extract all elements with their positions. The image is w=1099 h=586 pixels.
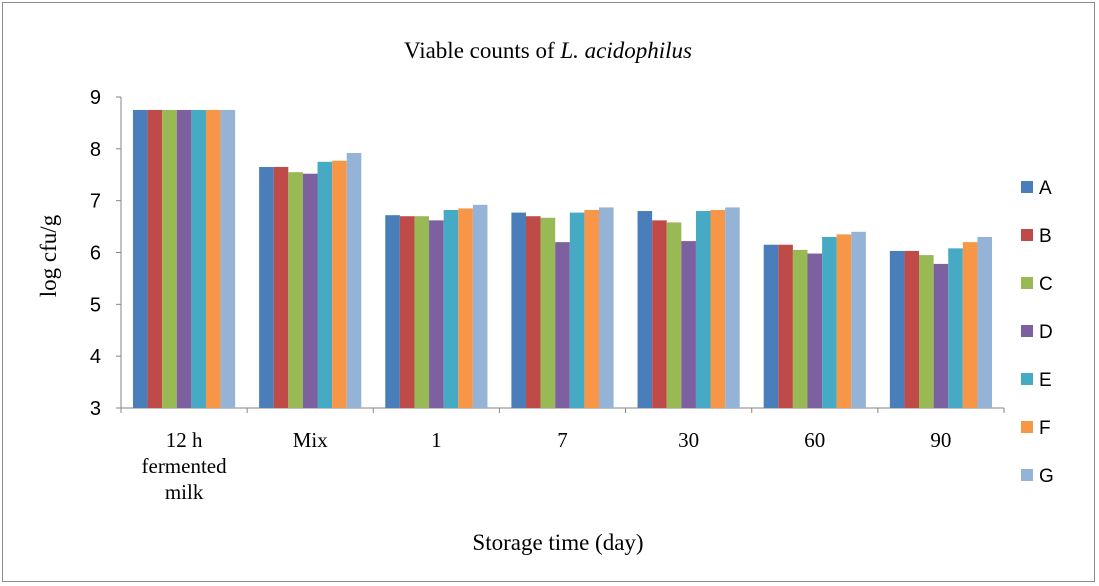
bar-e <box>822 236 837 408</box>
legend-label-g: G <box>1039 466 1054 487</box>
bar-g <box>599 207 614 408</box>
x-tick-label: 60 <box>804 428 825 452</box>
bar-c <box>162 109 177 409</box>
bar-a <box>889 250 905 408</box>
bar-b <box>904 250 920 408</box>
bar-g <box>851 231 866 408</box>
chart-title-species: L. acidophilus <box>559 38 692 63</box>
x-tick-label: Mix <box>293 428 329 452</box>
bar-g <box>472 204 488 408</box>
legend-label-d: D <box>1039 322 1053 343</box>
bar-a <box>132 109 148 409</box>
legend-label-b: B <box>1039 226 1052 247</box>
legend-swatch-a <box>1021 181 1033 193</box>
bar-e <box>948 248 963 408</box>
x-axis-label: Storage time (day) <box>472 530 643 555</box>
legend-swatch-d <box>1021 325 1033 337</box>
bar-d <box>429 220 444 408</box>
bar-a <box>637 211 653 408</box>
bar-d <box>302 173 318 408</box>
y-tick-label: 8 <box>90 139 101 161</box>
legend-swatch-e <box>1021 373 1033 385</box>
y-axis-label: log cfu/g <box>36 214 61 297</box>
bar-c <box>288 172 303 408</box>
bar-e <box>695 211 711 408</box>
legend-label-c: C <box>1039 274 1053 295</box>
bar-f <box>584 210 599 408</box>
bar-c <box>414 216 430 408</box>
bar-e <box>569 212 585 408</box>
bar-b <box>526 216 541 408</box>
chart-title: Viable counts of L. acidophilus <box>404 38 692 63</box>
y-tick-label: 6 <box>90 243 101 265</box>
bar-d <box>555 242 570 408</box>
x-tick-label: 1 <box>431 428 442 452</box>
bar-d <box>681 241 696 408</box>
legend-swatch-c <box>1021 277 1033 289</box>
x-tick-label: fermented <box>142 454 228 478</box>
bar-e <box>317 161 333 408</box>
bar-c <box>919 255 934 408</box>
x-tick-label: 90 <box>930 428 951 452</box>
y-tick-label: 5 <box>90 294 101 316</box>
legend-swatch-g <box>1021 469 1033 481</box>
bar-f <box>710 210 726 408</box>
bar-b <box>778 244 793 408</box>
bar-g <box>725 207 740 408</box>
bar-g <box>220 109 236 409</box>
bar-d <box>176 109 192 409</box>
bar-b <box>652 220 667 408</box>
legend-swatch-f <box>1021 421 1033 433</box>
bar-e <box>443 210 459 408</box>
bar-b <box>399 216 415 408</box>
y-tick-label: 4 <box>90 346 101 368</box>
bar-a <box>763 244 779 408</box>
legend-label-e: E <box>1039 370 1052 391</box>
bar-a <box>385 215 400 408</box>
bar-f <box>332 160 347 408</box>
bar-c <box>666 222 682 408</box>
bar-f <box>836 234 852 408</box>
legend-label-a: A <box>1039 178 1052 199</box>
bar-f <box>205 109 221 409</box>
bar-b <box>273 166 289 408</box>
y-tick-label: 3 <box>90 398 101 420</box>
bar-g <box>977 236 993 408</box>
bar-d <box>933 263 949 408</box>
bar-a <box>511 212 526 408</box>
y-tick-label: 9 <box>90 87 101 109</box>
x-tick-label: 7 <box>557 428 568 452</box>
y-tick-label: 7 <box>90 191 101 213</box>
bar-e <box>191 109 206 409</box>
x-tick-label: milk <box>165 480 204 504</box>
bar-c <box>540 217 556 408</box>
bar-b <box>147 109 163 409</box>
x-tick-label: 12 h <box>166 428 203 452</box>
bar-c <box>792 249 808 408</box>
legend-swatch-b <box>1021 229 1033 241</box>
bar-d <box>807 253 823 408</box>
x-tick-label: 30 <box>678 428 699 452</box>
legend-label-f: F <box>1039 418 1051 439</box>
bar-a <box>259 166 274 408</box>
bar-g <box>346 152 362 408</box>
bar-f <box>962 242 978 408</box>
bar-f <box>458 208 473 408</box>
legend: A B C D E F G <box>1021 178 1054 487</box>
chart-title-text: Viable counts of <box>404 38 560 63</box>
